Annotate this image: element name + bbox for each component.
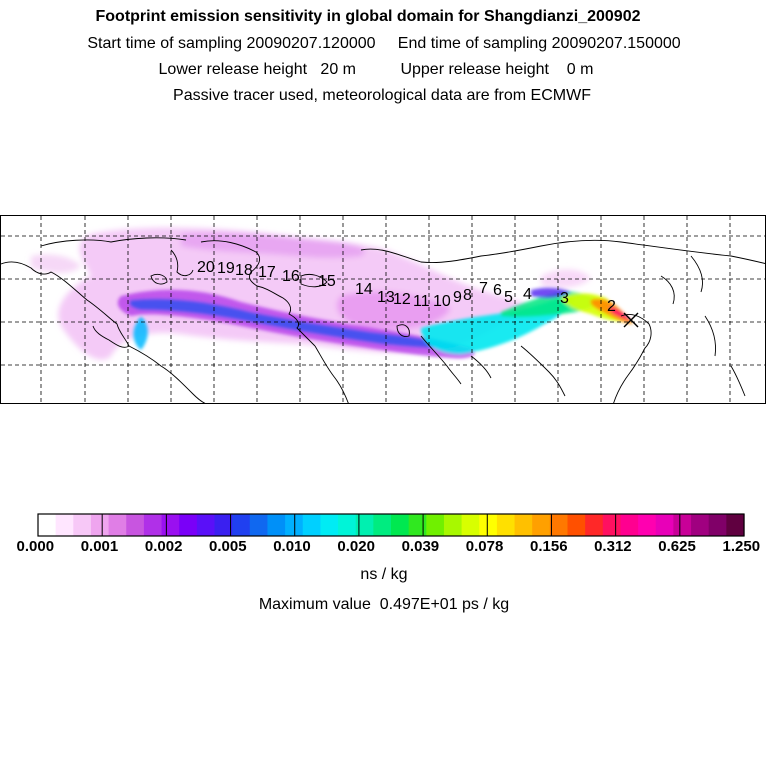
colorbar-swatch [285,514,304,536]
colorbar-swatch [179,514,198,536]
colorbar-swatch [249,514,269,536]
lower-height-label: Lower release height [158,61,308,78]
trajectory-label: 12 [393,291,411,308]
trajectory-label: 10 [433,293,451,310]
trajectory-label: 4 [523,286,532,303]
colorbar-swatch [391,514,410,536]
trajectory-label: 16 [282,268,300,285]
colorbar-swatch [55,514,74,536]
colorbar-swatch [161,514,180,536]
colorbar-border [37,513,745,537]
colorbar-swatch [514,514,533,536]
colorbar-tick-label: 0.001 [80,538,119,555]
end-time-label: End time of sampling [397,35,548,52]
colorbar-tick-label: 0.010 [273,538,311,555]
colorbar-swatch [108,514,127,536]
colorbar-swatch [408,514,427,536]
colorbar-swatch [673,514,692,536]
colorbar-swatch [267,514,286,536]
sensitivity-plume [31,227,633,360]
colorbar-swatch [302,514,321,536]
colorbar-tick-label: 0.002 [144,538,183,555]
colorbar-swatch [549,514,569,536]
trajectory-label: 14 [355,281,373,298]
colorbar-swatch [479,514,498,536]
colorbar-swatch [708,514,727,536]
maximum-number: 0.497E+01 ps / kg [379,596,510,613]
upper-height-label: Upper release height [400,61,549,78]
colorbar-swatch [126,514,145,536]
colorbar-tick-label: 0.156 [530,538,568,555]
colorbar-swatch [496,514,516,536]
colorbar-swatch [620,514,639,536]
colorbar-tick-label: 0.625 [658,538,696,555]
colorbar-tick-label: 0.078 [465,538,504,555]
start-time-value: 20090207.120000 [246,35,376,52]
colorbar-tick-label: 1.250 [722,538,761,555]
trajectory-label: 20 [197,259,215,276]
colorbar-swatch [338,514,357,536]
trajectory-label: 3 [560,290,569,307]
trajectory-label: 18 [235,262,253,279]
trajectory-label: 5 [504,289,513,306]
trajectory-label: 19 [217,260,235,277]
colorbar-tick-label: 0.005 [209,538,247,555]
trajectory-label: 9 [453,289,462,306]
colorbar-swatch [443,514,463,536]
x-mark-icon [623,312,639,328]
colorbar-swatch [320,514,339,536]
colorbar-swatch [691,514,710,536]
trajectory-label: 6 [493,282,502,299]
colorbar-swatch [461,514,480,536]
plot-title: Footprint emission sensitivity in global… [95,8,641,25]
trajectory-label: 8 [463,287,472,304]
release-heights: Lower release height 20 m Upper release … [0,61,760,79]
trajectory-label: 13 [377,289,395,306]
maximum-value: Maximum value 0.497E+01 ps / kg [0,596,768,614]
trajectory-label: 11 [413,293,430,310]
trajectory-label: 15 [318,273,336,290]
upper-height-value: 0 m [566,61,594,78]
colorbar-swatch [196,514,216,536]
colorbar-unit: ns / kg [360,566,408,583]
colorbar-tick-label: 0.000 [16,538,55,555]
coastlines [1,237,765,403]
colorbar-tick-label: 0.020 [337,538,375,555]
colorbar-swatch [355,514,374,536]
colorbar-swatch [726,514,745,536]
lower-height-value: 20 m [320,61,356,78]
maximum-label: Maximum value [258,596,371,613]
colorbar-swatch [655,514,674,536]
colorbar-swatch [38,514,57,536]
colorbar-swatch [90,514,110,536]
trajectory-label: 7 [479,280,488,297]
graticule [1,216,765,403]
colorbar-swatch [532,514,551,536]
sampling-times: Start time of sampling 20090207.120000 E… [0,35,768,53]
colorbar-swatch [602,514,622,536]
tracer-note: Passive tracer used, meteorological data… [173,87,591,104]
footprint-map: 2 3 4 5 6 7 8 9 10 11 12 13 14 15 16 17 18 19 20 [0,215,766,404]
colorbar-swatch [567,514,586,536]
colorbar-swatch [232,514,251,536]
colorbar-swatch [73,514,92,536]
colorbar-swatch [214,514,233,536]
start-time-label: Start time of sampling [87,35,243,52]
trajectory-label: 17 [258,264,276,281]
colorbar [37,513,745,537]
colorbar-tick-label: 0.312 [594,538,632,555]
end-time-value: 20090207.150000 [551,35,681,52]
colorbar-swatch [373,514,392,536]
colorbar-swatch [143,514,163,536]
colorbar-tick-label: 0.039 [401,538,440,555]
colorbar-swatch [585,514,604,536]
colorbar-swatch [638,514,657,536]
trajectory-label: 2 [607,298,616,315]
colorbar-swatch [426,514,445,536]
